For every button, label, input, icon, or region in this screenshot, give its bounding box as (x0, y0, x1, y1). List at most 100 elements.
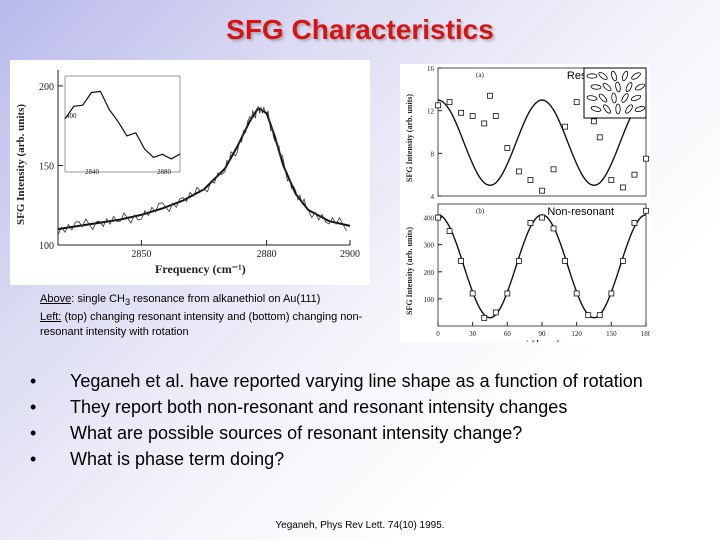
spectrum-x-tick-label: 2900 (340, 249, 360, 260)
nonresonant-data-point (562, 258, 569, 264)
resonant-data-point (562, 123, 569, 130)
nonresonant-data-point (492, 309, 499, 316)
molecule-shape (602, 82, 612, 92)
bullet-dot: • (30, 423, 37, 443)
spectrum-x-tick-label: 2850 (131, 249, 151, 260)
resonant-y-tick-label: 12 (427, 108, 435, 116)
nonresonant-y-tick-label: 400 (424, 215, 435, 223)
nonresonant-x-tick-label: 30 (469, 330, 477, 338)
caption-above-sub: 3 (125, 297, 131, 308)
figure-caption: Above: single CH3 resonance from alkanet… (40, 292, 390, 340)
resonant-frame (437, 67, 647, 197)
resonant-data-point (504, 145, 511, 151)
bullet-dot: • (30, 397, 37, 417)
nonresonant-x-tick-label: 180 (641, 330, 650, 338)
caption-left-label: Left: (40, 311, 62, 324)
resonant-data-point (435, 102, 441, 109)
molecule-shape (621, 93, 629, 103)
molecule-inset-box (583, 67, 647, 119)
nonresonant-frame (437, 203, 647, 327)
molecule-shape (621, 70, 629, 82)
inset-x-tick-label: 2840 (85, 168, 100, 176)
spectrum-data-trace (57, 105, 347, 235)
resonant-data-point (458, 109, 465, 116)
resonant-y-tick-label: 4 (431, 193, 435, 201)
nonresonant-data-point (643, 207, 649, 214)
resonant-data-point (573, 99, 580, 106)
nonresonant-data-point (596, 312, 603, 319)
molecule-inset-icon (586, 70, 646, 115)
nonresonant-fit-curve (437, 214, 647, 319)
resonant-data-point (446, 99, 453, 106)
spectrum-figure: 100 150 200 2850 2880 2900 400 2840 2880 SFG In… (10, 60, 370, 285)
molecule-shape (586, 73, 598, 79)
resonant-data-point (481, 120, 488, 127)
molecule-shape (586, 95, 598, 101)
nonresonant-data-point (435, 214, 441, 221)
resonant-data-point (469, 113, 476, 119)
resonant-data-point (515, 168, 522, 175)
molecule-shape (615, 103, 621, 115)
caption-above-label: Above (40, 293, 72, 305)
resonant-data-point (596, 134, 603, 141)
molecule-shape (590, 106, 602, 112)
inset-frame (64, 75, 181, 173)
nonresonant-data-point (504, 290, 511, 297)
resonant-data-point (492, 113, 499, 119)
nonresonant-data-point (446, 228, 453, 235)
resonant-fit-curve (437, 99, 647, 186)
resonant-y-axis-label: SFG Intensity (arb. units) (405, 94, 414, 182)
resonant-data-point (539, 187, 545, 194)
spectrum-y-axis-label: SFG Intensity (arb. units) (15, 104, 27, 225)
molecule-shape (603, 104, 611, 114)
citation: Yeganeh, Phys Rev Lett. 74(10) 1995. (275, 520, 445, 531)
bullet-item: • What are possible sources of resonant i… (30, 423, 523, 443)
spectrum-y-tick-label: 150 (39, 161, 54, 172)
nonresonant-y-tick-label: 300 (424, 242, 435, 250)
nonresonant-x-tick-label: 60 (504, 330, 512, 338)
nonresonant-x-tick-label: 120 (571, 330, 582, 338)
nonresonant-data-point (631, 220, 638, 226)
bullet-item: • What is phase term doing? (30, 449, 285, 469)
nonresonant-data-point (458, 258, 465, 264)
molecule-shape (630, 94, 642, 102)
resonant-data-point (619, 184, 626, 191)
molecule-shape (625, 104, 633, 114)
spectrum-x-tick-label: 2880 (257, 249, 277, 260)
caption-left-text: (top) changing resonant intensity and (b… (40, 311, 363, 339)
inset-x-tick-label: 2880 (157, 168, 172, 176)
nonresonant-data-point (539, 214, 545, 221)
nonresonant-data-point (608, 290, 615, 297)
molecule-shape (634, 106, 646, 112)
nonresonant-data-point (469, 290, 476, 297)
nonresonant-data-point (527, 220, 534, 226)
nonresonant-y-tick-label: 200 (424, 269, 435, 277)
molecule-shape (635, 83, 645, 91)
molecule-shape (615, 81, 621, 93)
spectrum-axes (57, 70, 350, 246)
molecule-shape (625, 82, 633, 92)
inset-trace (64, 90, 181, 160)
nonresonant-data-point (585, 312, 592, 319)
nonresonant-data-point (481, 314, 488, 321)
resonant-data-point (550, 166, 557, 173)
resonant-y-tick-label: 16 (427, 65, 435, 73)
nonresonant-data-point (619, 258, 626, 264)
bullet-dot: • (30, 371, 37, 391)
nonresonant-x-tick-label: 90 (539, 330, 547, 338)
nonresonant-annotation: Non-resonant (547, 206, 614, 218)
spectrum-fit-line (57, 106, 351, 231)
resonant-data-point (487, 92, 493, 99)
bullet-list: • Yeganeh et al. have reported varying li… (30, 370, 710, 474)
resonant-data-point (591, 118, 597, 125)
molecule-shape (611, 92, 617, 104)
resonant-data-point (643, 155, 649, 162)
caption-above-text-b: resonance from alkanethiol on Au(111) (130, 293, 321, 305)
nonresonant-data-point (573, 290, 580, 297)
spectrum-x-axis-label: Frequency (cm⁻¹) (155, 262, 246, 276)
bullet-item: • Yeganeh et al. have reported varying li… (30, 371, 643, 391)
nonresonant-data-point (550, 225, 557, 232)
nonresonant-x-axis-label: ϕ (degree) (525, 339, 560, 342)
inset-y-tick-label: 400 (66, 112, 77, 120)
